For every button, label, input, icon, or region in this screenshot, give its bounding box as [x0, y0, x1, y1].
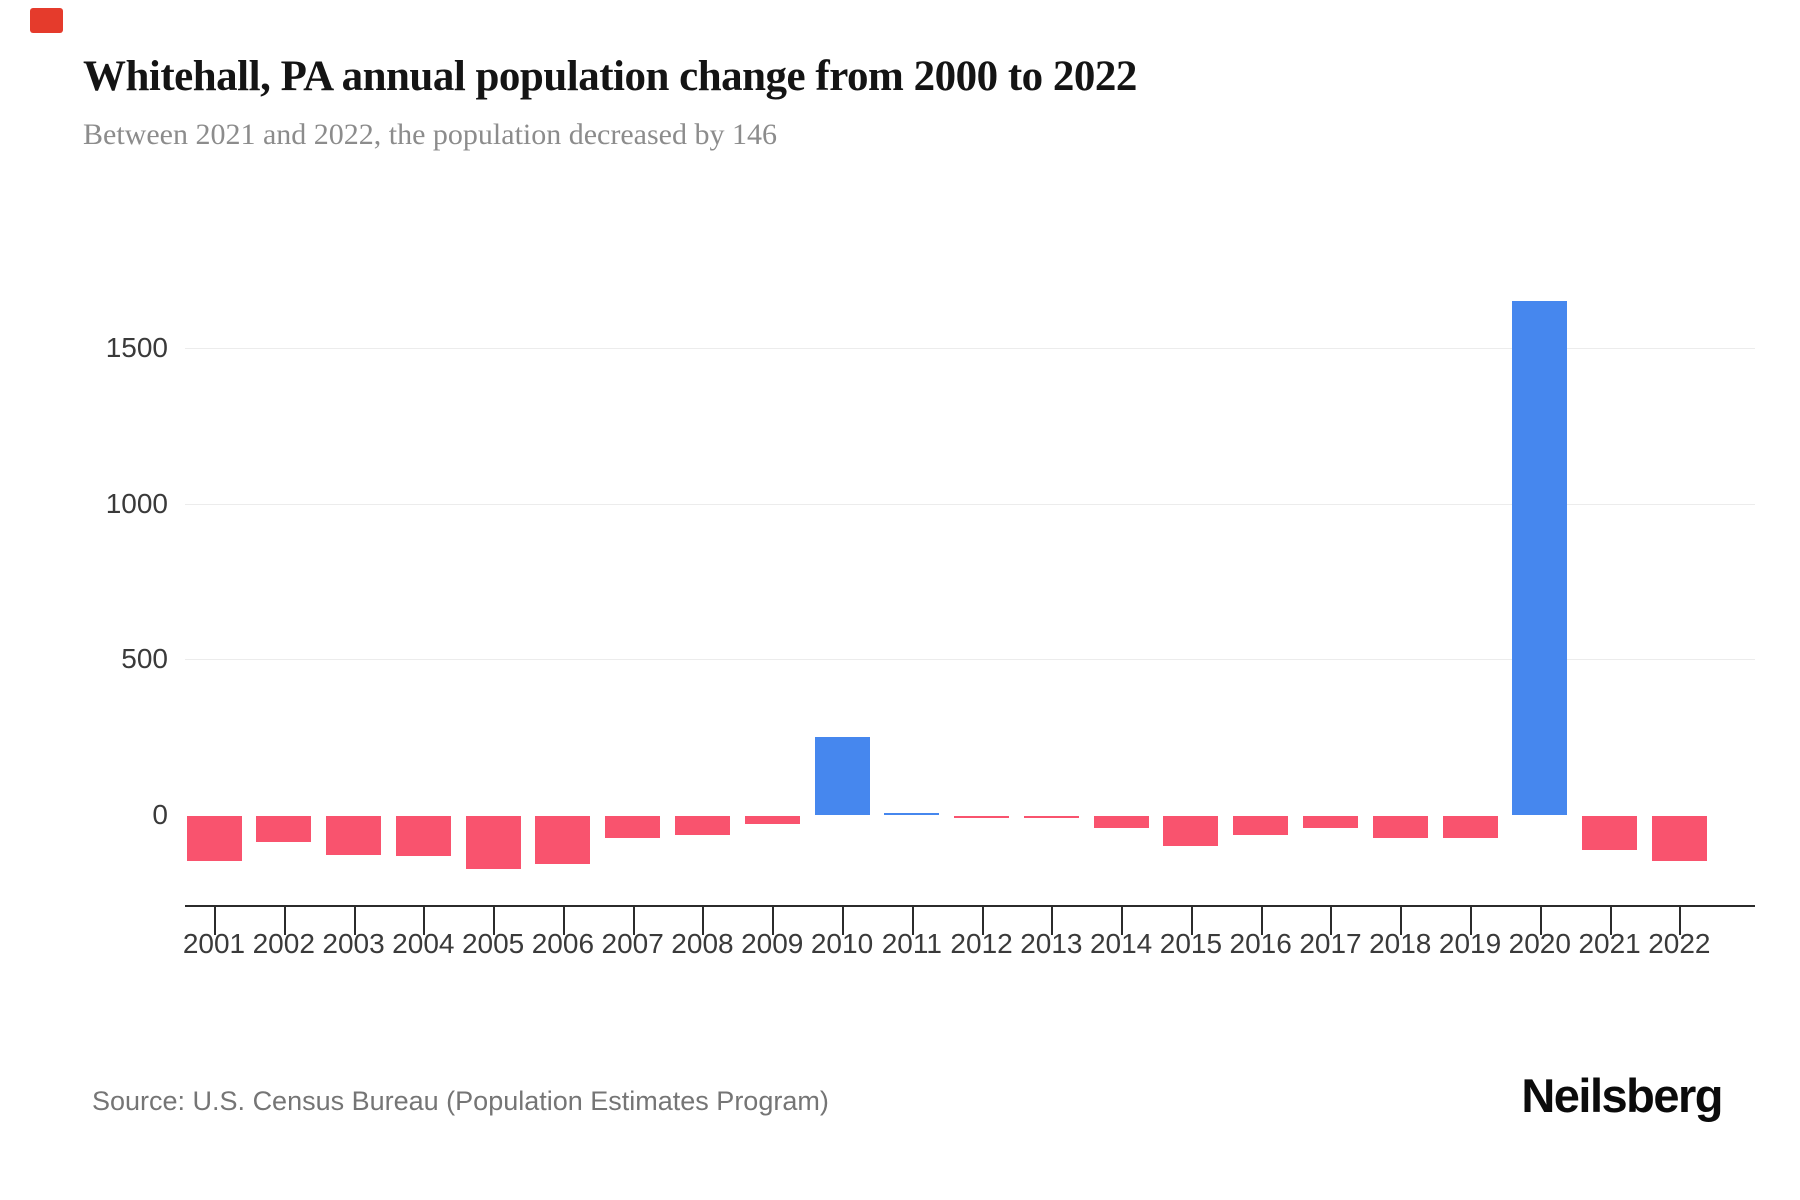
x-tick [562, 907, 565, 935]
x-axis-label: 2016 [1229, 928, 1292, 959]
chart-bar[interactable] [1512, 301, 1568, 815]
x-tick [1679, 907, 1682, 935]
x-tick [1470, 907, 1473, 935]
chart-bar[interactable] [605, 816, 661, 838]
x-axis-label: 2009 [741, 928, 804, 959]
x-tick [911, 907, 914, 935]
x-axis-label: 2021 [1578, 928, 1641, 959]
x-axis-label: 2013 [1020, 928, 1083, 959]
y-axis-label: 0 [152, 799, 168, 830]
y-axis-label: 1500 [105, 331, 168, 363]
chart-bar[interactable] [535, 816, 591, 865]
x-tick [214, 907, 216, 935]
chart-bar[interactable] [1582, 816, 1638, 851]
y-gridline [185, 503, 1755, 505]
x-axis-label: 2007 [601, 928, 664, 959]
x-axis-label: 2014 [1089, 928, 1153, 959]
chart-bar[interactable] [186, 816, 242, 862]
x-axis-label: 2011 [881, 928, 942, 959]
x-axis-label: 2005 [461, 928, 525, 959]
chart-bar[interactable] [395, 816, 451, 857]
x-axis-label: 2019 [1438, 928, 1502, 959]
x-tick [423, 907, 426, 935]
source-note: Source: U.S. Census Bureau (Population E… [92, 1086, 829, 1116]
chart-bar[interactable] [326, 816, 382, 855]
x-axis-label: 2008 [671, 928, 734, 959]
x-tick [1190, 907, 1193, 935]
x-axis-label: 2012 [950, 928, 1013, 959]
chart-bar[interactable] [814, 737, 870, 815]
chart-bar[interactable] [1372, 816, 1428, 838]
chart-bar[interactable] [1442, 816, 1498, 838]
chart-bar[interactable] [256, 816, 312, 843]
chart-bar[interactable] [1233, 816, 1289, 835]
x-axis-label: 2018 [1369, 928, 1432, 959]
y-axis-label: 1000 [105, 487, 168, 519]
x-tick [1260, 907, 1263, 935]
x-axis-label: 2010 [810, 928, 874, 959]
neilsberg-logo[interactable]: Neilsberg [1521, 1069, 1723, 1122]
x-tick [1330, 907, 1333, 935]
y-axis-label: 500 [121, 643, 168, 675]
chart-bar[interactable] [954, 816, 1010, 818]
x-tick [1539, 907, 1542, 935]
x-tick [493, 907, 496, 935]
x-tick [842, 907, 845, 935]
y-gridline [185, 659, 1755, 661]
x-tick [632, 907, 635, 935]
chart-bar[interactable] [884, 813, 940, 815]
chart-bar[interactable] [1163, 816, 1219, 846]
chart-bar[interactable] [744, 816, 800, 824]
page-subtitle: Between 2021 and 2022, the population de… [83, 118, 777, 151]
x-tick [1400, 907, 1403, 935]
x-tick [772, 907, 775, 935]
x-tick [283, 907, 286, 935]
x-tick [702, 907, 705, 935]
x-axis-label: 2003 [322, 928, 385, 959]
x-tick [353, 907, 356, 935]
x-axis-label: 2004 [392, 928, 455, 959]
x-axis-label: 2006 [531, 928, 595, 959]
chart-bar[interactable] [674, 816, 730, 835]
chart-bar[interactable] [465, 816, 521, 869]
y-gridline [185, 347, 1755, 349]
chart-bar[interactable] [1651, 816, 1707, 862]
red-corner-mark [30, 8, 63, 33]
x-axis-label: 2017 [1299, 928, 1362, 959]
x-axis-label: 2020 [1508, 928, 1571, 959]
x-tick [1609, 907, 1612, 935]
x-tick [981, 907, 984, 935]
x-tick [1051, 907, 1054, 935]
x-axis-label: 2002 [252, 928, 315, 959]
chart-bar[interactable] [1093, 816, 1149, 829]
x-tick [1121, 907, 1124, 935]
chart-bar[interactable] [1302, 816, 1358, 829]
x-axis-line [185, 905, 1755, 907]
x-axis-label: 2001 [182, 928, 246, 959]
x-axis-label: 2022 [1648, 928, 1711, 959]
page-title: Whitehall, PA annual population change f… [83, 53, 1137, 100]
chart-bar[interactable] [1023, 816, 1079, 818]
x-axis-label: 2015 [1159, 928, 1223, 959]
